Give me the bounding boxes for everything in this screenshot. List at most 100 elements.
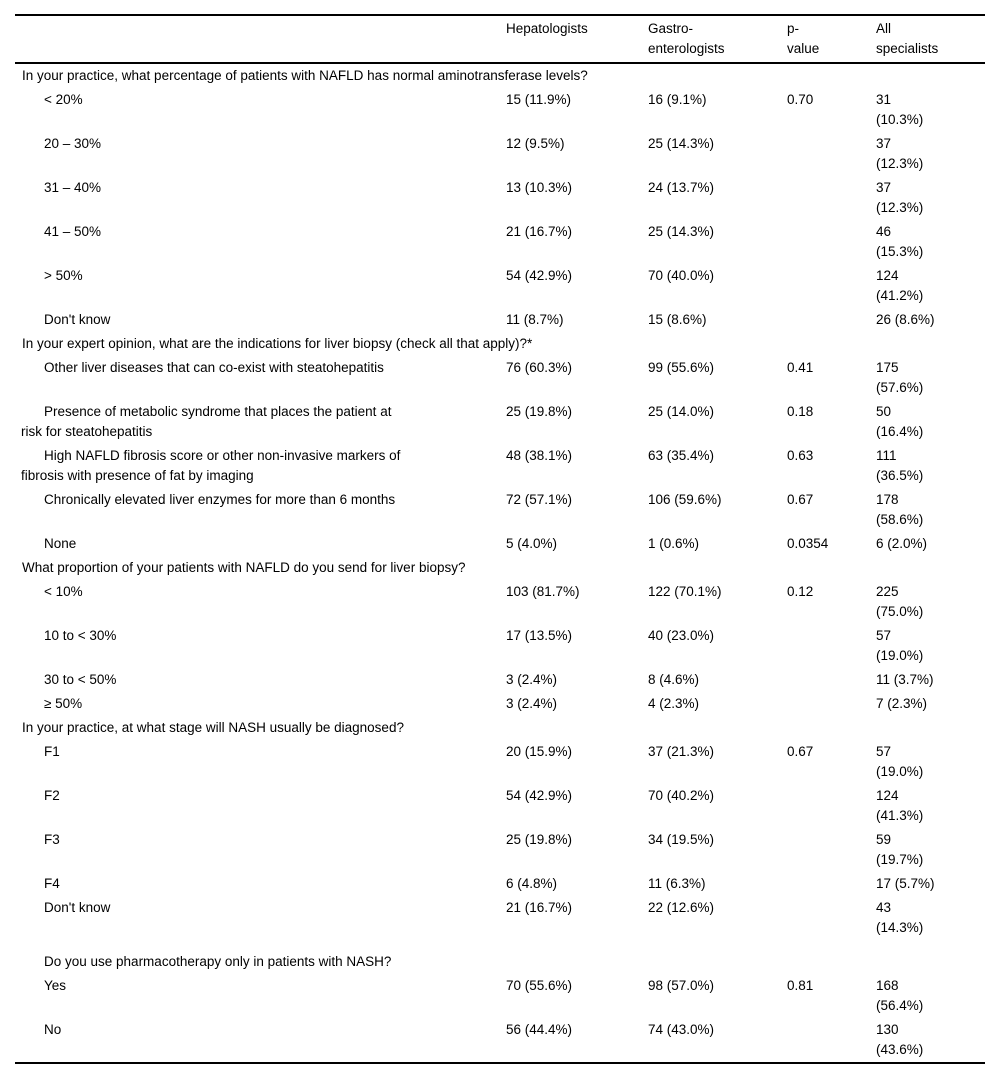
cell-gastroenterologists: 34 (19.5%) — [648, 832, 715, 847]
table-row: F3 25 (19.8%) 34 (19.5%) 59 (19.7%) — [15, 828, 985, 872]
cell-gastroenterologists: 98 (57.0%) — [648, 978, 715, 993]
table-header: Hepatologists Gastro- enterologists p- v… — [15, 15, 985, 64]
cell-all-specialists: 124 (41.3%) — [876, 788, 924, 823]
cell-hepatologists: 25 (19.8%) — [506, 404, 573, 419]
table-row: < 20% 15 (11.9%) 16 (9.1%) 0.70 31 (10.3%) — [15, 88, 985, 132]
cell-gastroenterologists: 25 (14.3%) — [648, 136, 715, 151]
row-label: Chronically elevated liver enzymes for m… — [44, 492, 396, 507]
cell-gastroenterologists: 4 (2.3%) — [648, 696, 700, 711]
section-question: What proportion of your patients with NA… — [22, 560, 466, 575]
cell-gastroenterologists: 15 (8.6%) — [648, 312, 707, 327]
cell-hepatologists: 48 (38.1%) — [506, 448, 573, 463]
section-question: In your practice, what percentage of pat… — [22, 68, 588, 83]
cell-p-value — [787, 308, 876, 332]
cell-gastroenterologists: 1 (0.6%) — [648, 536, 700, 551]
row-label: F2 — [44, 788, 60, 803]
cell-gastroenterologists: 16 (9.1%) — [648, 92, 707, 107]
cell-gastroenterologists: 70 (40.2%) — [648, 788, 715, 803]
row-label: > 50% — [44, 268, 83, 283]
row-label: None — [44, 536, 77, 551]
cell-p-value: 0.67 — [787, 492, 814, 507]
cell-hepatologists: 6 (4.8%) — [506, 876, 558, 891]
cell-all-specialists: 6 (2.0%) — [876, 536, 928, 551]
table-row: F4 6 (4.8%) 11 (6.3%) 17 (5.7%) — [15, 872, 985, 896]
cell-all-specialists: 130 (43.6%) — [876, 1022, 924, 1057]
table-row: ≥ 50% 3 (2.4%) 4 (2.3%) 7 (2.3%) — [15, 692, 985, 716]
cell-all-specialists: 17 (5.7%) — [876, 876, 935, 891]
cell-hepatologists: 103 (81.7%) — [506, 584, 580, 599]
cell-p-value: 0.0354 — [787, 536, 829, 551]
cell-hepatologists: 17 (13.5%) — [506, 628, 573, 643]
row-label: 31 – 40% — [44, 180, 102, 195]
cell-hepatologists: 70 (55.6%) — [506, 978, 573, 993]
cell-hepatologists: 5 (4.0%) — [506, 536, 558, 551]
column-header-question — [15, 15, 506, 64]
cell-hepatologists: 25 (19.8%) — [506, 832, 573, 847]
table-row: < 10% 103 (81.7%) 122 (70.1%) 0.12 225 (75.0… — [15, 580, 985, 624]
cell-hepatologists: 3 (2.4%) — [506, 672, 558, 687]
cell-gastroenterologists: 63 (35.4%) — [648, 448, 715, 463]
section-question-row: Do you use pharmacotherapy only in patie… — [15, 940, 985, 974]
table-row: Chronically elevated liver enzymes for m… — [15, 488, 985, 532]
cell-p-value — [787, 668, 876, 692]
cell-p-value — [787, 896, 876, 940]
cell-p-value — [787, 692, 876, 716]
cell-p-value — [787, 828, 876, 872]
table-row: 30 to < 50% 3 (2.4%) 8 (4.6%) 11 (3.7%) — [15, 668, 985, 692]
section-question: In your expert opinion, what are the ind… — [22, 336, 533, 351]
table-row: Other liver diseases that can co-exist w… — [15, 356, 985, 400]
cell-p-value: 0.70 — [787, 92, 814, 107]
cell-all-specialists: 43 (14.3%) — [876, 900, 924, 935]
cell-gastroenterologists: 37 (21.3%) — [648, 744, 715, 759]
table-row: Presence of metabolic syndrome that plac… — [15, 400, 985, 444]
cell-hepatologists: 76 (60.3%) — [506, 360, 573, 375]
row-label: ≥ 50% — [44, 696, 83, 711]
table-row: Don't know 11 (8.7%) 15 (8.6%) 26 (8.6%) — [15, 308, 985, 332]
table-row: High NAFLD fibrosis score or other non-i… — [15, 444, 985, 488]
cell-p-value: 0.81 — [787, 978, 814, 993]
section-question: In your practice, at what stage will NAS… — [22, 720, 404, 735]
row-label: No — [44, 1022, 62, 1037]
cell-all-specialists: 175 (57.6%) — [876, 360, 924, 395]
cell-p-value — [787, 1018, 876, 1063]
row-label: F4 — [44, 876, 60, 891]
table-row: 31 – 40% 13 (10.3%) 24 (13.7%) 37 (12.3%) — [15, 176, 985, 220]
cell-all-specialists: 37 (12.3%) — [876, 180, 924, 215]
cell-gastroenterologists: 22 (12.6%) — [648, 900, 715, 915]
survey-table-body: In your practice, what percentage of pat… — [15, 63, 985, 1063]
cell-hepatologists: 11 (8.7%) — [506, 312, 564, 327]
table-row: 20 – 30% 12 (9.5%) 25 (14.3%) 37 (12.3%) — [15, 132, 985, 176]
cell-all-specialists: 11 (3.7%) — [876, 672, 934, 687]
row-label: 10 to < 30% — [44, 628, 117, 643]
cell-p-value: 0.63 — [787, 448, 814, 463]
cell-all-specialists: 7 (2.3%) — [876, 696, 928, 711]
row-label: 20 – 30% — [44, 136, 102, 151]
row-label: < 20% — [44, 92, 83, 107]
cell-p-value: 0.12 — [787, 584, 814, 599]
table-row: None 5 (4.0%) 1 (0.6%) 0.0354 6 (2.0%) — [15, 532, 985, 556]
cell-hepatologists: 20 (15.9%) — [506, 744, 573, 759]
cell-all-specialists: 111 (36.5%) — [876, 448, 924, 483]
cell-gastroenterologists: 11 (6.3%) — [648, 876, 706, 891]
row-label: F1 — [44, 744, 60, 759]
table-row: F1 20 (15.9%) 37 (21.3%) 0.67 57 (19.0%) — [15, 740, 985, 784]
row-label: F3 — [44, 832, 60, 847]
cell-all-specialists: 26 (8.6%) — [876, 312, 935, 327]
cell-all-specialists: 50 (16.4%) — [876, 404, 924, 439]
cell-gastroenterologists: 106 (59.6%) — [648, 492, 722, 507]
cell-all-specialists: 59 (19.7%) — [876, 832, 924, 867]
cell-gastroenterologists: 70 (40.0%) — [648, 268, 715, 283]
cell-p-value — [787, 132, 876, 176]
cell-hepatologists: 13 (10.3%) — [506, 180, 573, 195]
cell-hepatologists: 54 (42.9%) — [506, 788, 573, 803]
cell-gastroenterologists: 99 (55.6%) — [648, 360, 715, 375]
row-label: Don't know — [44, 900, 111, 915]
section-question-row: What proportion of your patients with NA… — [15, 556, 985, 580]
cell-all-specialists: 168 (56.4%) — [876, 978, 924, 1013]
cell-hepatologists: 21 (16.7%) — [506, 900, 573, 915]
survey-results-table: Hepatologists Gastro- enterologists p- v… — [15, 14, 985, 1064]
row-label: < 10% — [44, 584, 83, 599]
row-label: Presence of metabolic syndrome that plac… — [21, 404, 392, 439]
section-question: Do you use pharmacotherapy only in patie… — [44, 954, 392, 969]
cell-p-value: 0.18 — [787, 404, 814, 419]
